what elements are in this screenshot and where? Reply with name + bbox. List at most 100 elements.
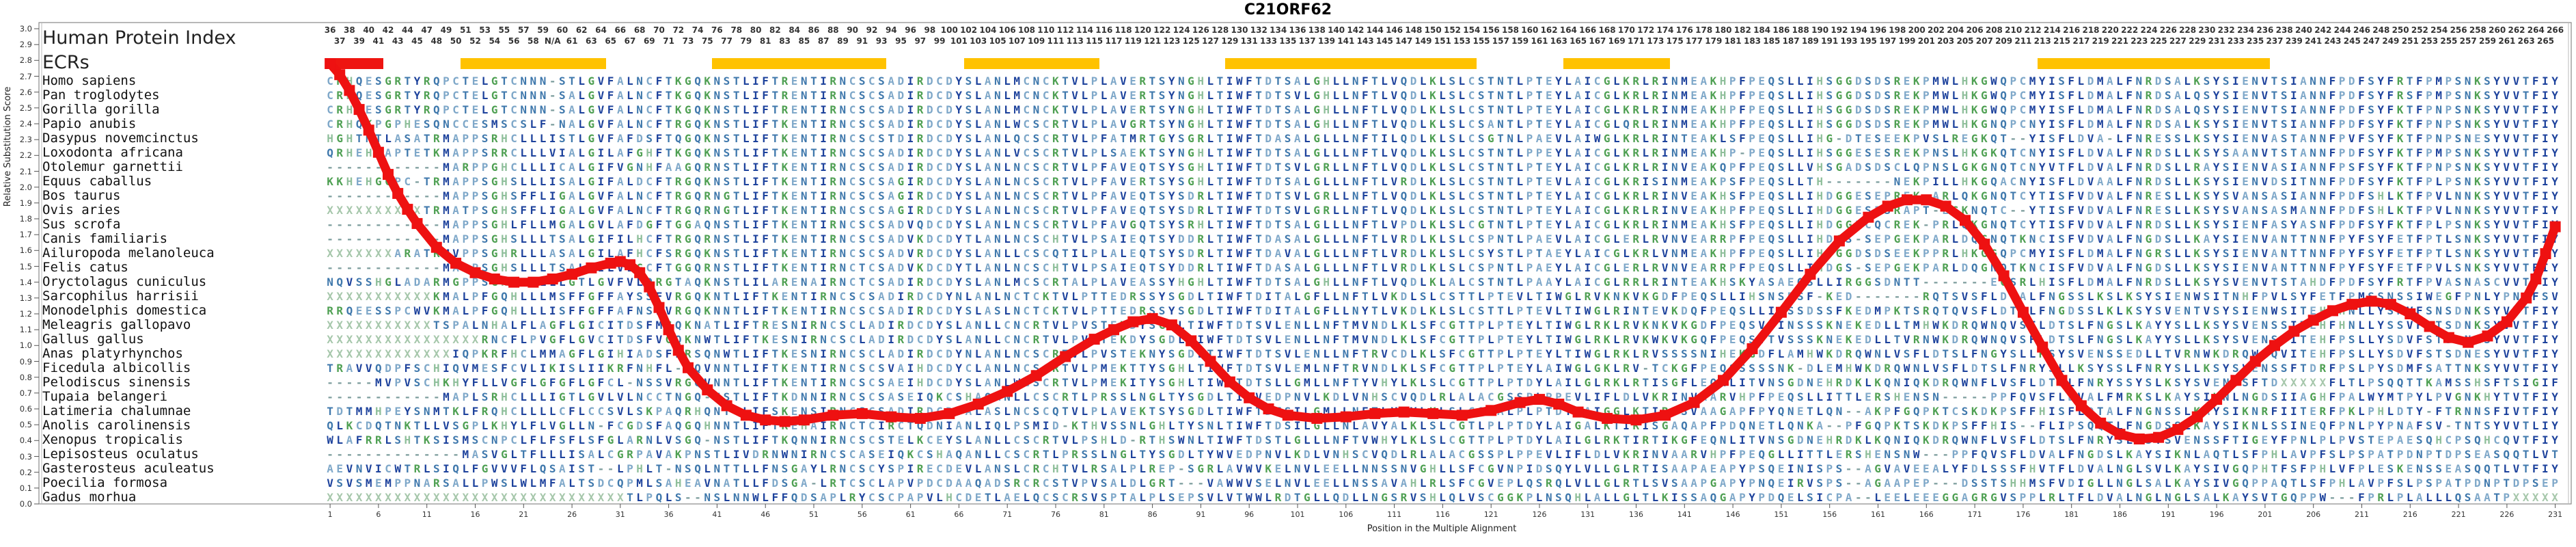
residue-cell: I bbox=[616, 232, 624, 245]
residue-cell: X bbox=[346, 289, 353, 303]
residue-cell: T bbox=[1216, 74, 1224, 88]
residue-cell: N bbox=[1013, 217, 1020, 231]
residue-cell: L bbox=[2184, 217, 2191, 231]
residue-cell: S bbox=[2368, 131, 2374, 145]
residue-cell: H bbox=[1816, 74, 1823, 88]
residue-cell: S bbox=[2203, 217, 2210, 231]
residue-cell: R bbox=[1593, 318, 1601, 332]
residue-cell: - bbox=[385, 160, 392, 174]
residue-cell: A bbox=[2232, 146, 2239, 159]
residue-cell: A bbox=[2107, 232, 2113, 245]
residue-cell: P bbox=[471, 304, 479, 317]
residue-cell: V bbox=[1071, 189, 1078, 202]
residue-cell: L bbox=[1516, 217, 1524, 231]
residue-cell: A bbox=[665, 160, 672, 174]
column-label: 86 bbox=[808, 25, 820, 35]
residue-cell: L bbox=[1390, 332, 1398, 346]
residue-cell: F bbox=[2126, 174, 2133, 188]
residue-cell: A bbox=[1535, 261, 1543, 274]
column-label: 190 bbox=[1811, 25, 1829, 35]
residue-cell: T bbox=[2290, 146, 2297, 159]
residue-cell: V bbox=[2512, 174, 2520, 188]
column-label: 144 bbox=[1366, 25, 1384, 35]
residue-cell: D bbox=[946, 275, 953, 289]
residue-cell: I bbox=[907, 131, 914, 145]
residue-cell: I bbox=[1661, 88, 1669, 102]
residue-cell: Q bbox=[694, 304, 701, 317]
residue-cell: F bbox=[762, 146, 769, 159]
residue-cell: H bbox=[346, 131, 353, 145]
residue-cell: L bbox=[1004, 232, 1011, 245]
residue-cell: S bbox=[965, 160, 972, 174]
residue-cell: F bbox=[655, 74, 663, 88]
residue-cell: L bbox=[1642, 232, 1649, 245]
residue-cell: T bbox=[1255, 189, 1262, 202]
residue-cell: D bbox=[1410, 146, 1417, 159]
residue-cell: F bbox=[2126, 189, 2133, 202]
residue-cell: C bbox=[2019, 146, 2027, 159]
residue-cell: P bbox=[462, 189, 469, 202]
residue-cell: I bbox=[1226, 88, 1233, 102]
residue-cell: K bbox=[781, 160, 789, 174]
residue-cell: A bbox=[965, 332, 972, 346]
column-label: 159 bbox=[1511, 36, 1529, 46]
residue-cell: H bbox=[1816, 203, 1823, 217]
residue-cell: V bbox=[1293, 203, 1301, 217]
column-label: 226 bbox=[2159, 25, 2177, 35]
residue-cell: P bbox=[462, 275, 469, 289]
residue-cell: W bbox=[1207, 318, 1214, 332]
residue-cell: M bbox=[443, 232, 450, 245]
residue-cell: W bbox=[1226, 289, 1233, 303]
residue-cell: N bbox=[994, 174, 1001, 188]
residue-cell: Y bbox=[1488, 246, 1494, 260]
residue-cell: N bbox=[2310, 160, 2316, 174]
residue-cell: D bbox=[1188, 189, 1194, 202]
residue-cell: D bbox=[897, 275, 905, 289]
residue-cell: S bbox=[1797, 304, 1804, 317]
column-label: 104 bbox=[979, 25, 997, 35]
residue-cell: X bbox=[355, 203, 363, 217]
residue-cell: G bbox=[588, 146, 595, 159]
residue-cell: - bbox=[346, 160, 353, 174]
residue-cell: T bbox=[2522, 261, 2530, 274]
residue-cell: E bbox=[1545, 103, 1552, 116]
residue-cell: S bbox=[849, 289, 856, 303]
residue-cell: L bbox=[1323, 131, 1330, 145]
residue-cell: G bbox=[674, 261, 682, 274]
residue-cell: S bbox=[1091, 318, 1098, 332]
residue-cell: L bbox=[1381, 232, 1388, 245]
residue-cell: R bbox=[2145, 203, 2152, 217]
residue-cell: G bbox=[385, 88, 392, 102]
residue-cell: Y bbox=[2493, 203, 2500, 217]
residue-cell: D bbox=[1410, 174, 1417, 188]
residue-cell: K bbox=[2096, 289, 2104, 303]
residue-cell: R bbox=[2145, 146, 2152, 159]
residue-cell: N bbox=[713, 146, 721, 159]
residue-cell: A bbox=[501, 318, 508, 332]
residue-cell: T bbox=[858, 275, 866, 289]
residue-cell: T bbox=[1042, 332, 1050, 346]
residue-cell: Q bbox=[694, 232, 701, 245]
residue-cell: K bbox=[1429, 217, 1436, 231]
residue-cell: H bbox=[346, 117, 353, 131]
residue-cell: L bbox=[1439, 232, 1446, 245]
residue-cell: K bbox=[336, 174, 344, 188]
residue-cell: T bbox=[771, 217, 779, 231]
residue-cell: Y bbox=[1555, 203, 1562, 217]
residue-cell: K bbox=[2474, 304, 2481, 317]
residue-cell: S bbox=[2222, 174, 2230, 188]
residue-cell: T bbox=[1545, 318, 1552, 332]
column-label: 170 bbox=[1617, 25, 1635, 35]
residue-cell: T bbox=[1371, 203, 1378, 217]
residue-cell: I bbox=[2542, 131, 2549, 145]
residue-cell: A bbox=[2107, 203, 2113, 217]
residue-cell: I bbox=[1584, 103, 1591, 116]
residue-cell: F bbox=[1100, 217, 1108, 231]
residue-cell: L bbox=[955, 318, 963, 332]
residue-cell: L bbox=[994, 318, 1001, 332]
residue-cell: - bbox=[549, 103, 556, 116]
residue-cell: H bbox=[1052, 261, 1059, 274]
residue-cell: I bbox=[588, 318, 595, 332]
residue-cell: Q bbox=[694, 289, 701, 303]
